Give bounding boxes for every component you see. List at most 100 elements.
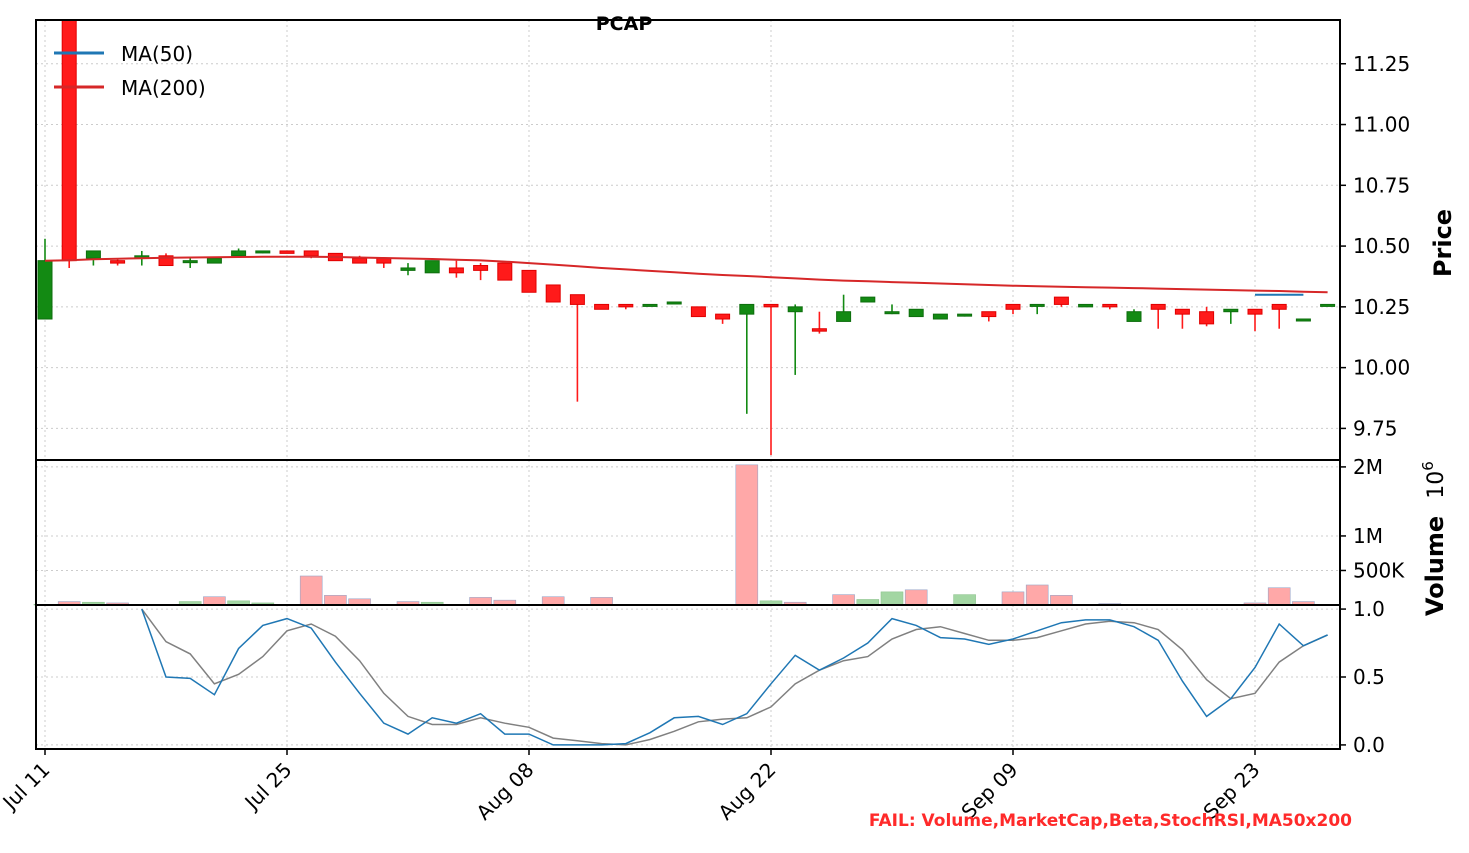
stoch-tick-label: 0.5 [1353,665,1385,689]
candle-body [932,313,948,320]
candle-body [400,267,416,271]
chart-title: PCAP [596,13,653,35]
candle-body [1126,311,1142,322]
stoch-tick-label: 0.0 [1353,733,1385,757]
fail-note: FAIL: Volume,MarketCap,Beta,StochRSI,MA5… [869,811,1352,831]
price-axis-label: Price [1429,209,1457,277]
candle-body [448,267,464,274]
candle-body [811,328,827,332]
candle-body [1271,303,1287,310]
price-tick-label: 9.75 [1353,416,1398,440]
volume-bar [953,594,976,606]
candle-body [231,250,247,257]
candle-body [1029,303,1045,307]
volume-bar [880,591,904,606]
candle-body [255,250,271,254]
candle-body [473,265,489,271]
volume-bar [299,575,323,606]
ma200-line [44,255,1328,294]
candle-body [1295,318,1311,322]
stochastic-lines [141,608,1328,746]
volume-bar [541,596,565,606]
candle-body [1053,296,1069,305]
x-tick-label: Aug 22 [713,758,780,825]
moving-average-lines [44,255,1328,296]
candle-body [666,301,682,305]
candle-body [1247,308,1263,315]
candle-body [182,260,198,264]
legend-ma50-label: MA(50) [121,42,193,66]
candle-body [1174,308,1190,315]
candle-body [860,296,876,303]
candle-body [618,303,634,308]
candle-body [715,313,731,320]
price-tick-label: 11.25 [1353,52,1410,76]
volume-tick-label: 2M [1353,455,1383,479]
candle-body [1223,308,1239,313]
candle-body [884,311,900,315]
candle-body [37,260,53,320]
candle-body [521,269,537,293]
volume-scale-label: 106 [1419,461,1449,499]
candle-body [908,308,924,318]
stoch-tick-label: 1.0 [1353,597,1385,621]
candle-body [279,250,295,254]
volume-tick-label: 500K [1353,558,1405,582]
volume-bar [203,596,226,606]
candle-body [594,303,610,310]
candle-body [497,262,513,281]
grid-lines [36,20,1340,749]
stoch_k-line [141,608,1328,746]
candle-body [110,260,126,264]
candle-body [545,284,561,303]
volume-bar [324,595,347,606]
price-tick-label: 10.50 [1353,234,1410,258]
candle-body [690,306,706,318]
candle-body [158,255,174,267]
x-tick-label: Jul 11 [0,758,55,816]
candle-body [787,306,803,313]
volume-bar [904,589,928,606]
candle-body [642,303,658,307]
volume-bar [1050,595,1073,606]
x-tick-label: Jul 25 [239,758,297,816]
legend-ma200-label: MA(200) [121,76,206,100]
volume-bar [1025,584,1049,606]
candle-body [1102,303,1118,308]
volume-bar [1001,591,1025,606]
candle-body [85,250,101,259]
candle-body [957,313,973,317]
volume-tick-label: 1M [1353,524,1383,548]
candle-body [206,257,222,264]
volume-bar [1267,587,1291,606]
volume-bar [832,594,855,606]
volume-panel-background [36,460,1340,605]
candle-body [739,303,755,315]
volume-bar [735,464,759,606]
candle-body [303,250,319,257]
candle-body [1199,311,1215,325]
price-tick-label: 10.25 [1353,295,1410,319]
price-tick-label: 10.75 [1353,173,1410,197]
candlesticks [37,19,1336,456]
candle-body [569,294,585,305]
candle-body [352,257,368,264]
candle-body [1320,303,1336,307]
candle-body [1078,303,1094,308]
volume-bar [469,597,492,606]
legend: MA(50) MA(200) [54,42,206,100]
volume-bar [590,597,613,606]
candle-body [424,260,440,274]
candle-body [763,303,779,308]
volume-axis-label: Volume [1421,516,1449,616]
candle-body [981,311,997,318]
price-panel-background [36,20,1340,460]
candle-body [1005,303,1021,310]
candle-body [61,19,77,262]
candle-body [836,311,852,322]
x-tick-label: Aug 08 [471,758,538,825]
candle-body [1150,303,1166,310]
price-tick-label: 10.00 [1353,356,1410,380]
price-tick-label: 11.00 [1353,113,1410,137]
